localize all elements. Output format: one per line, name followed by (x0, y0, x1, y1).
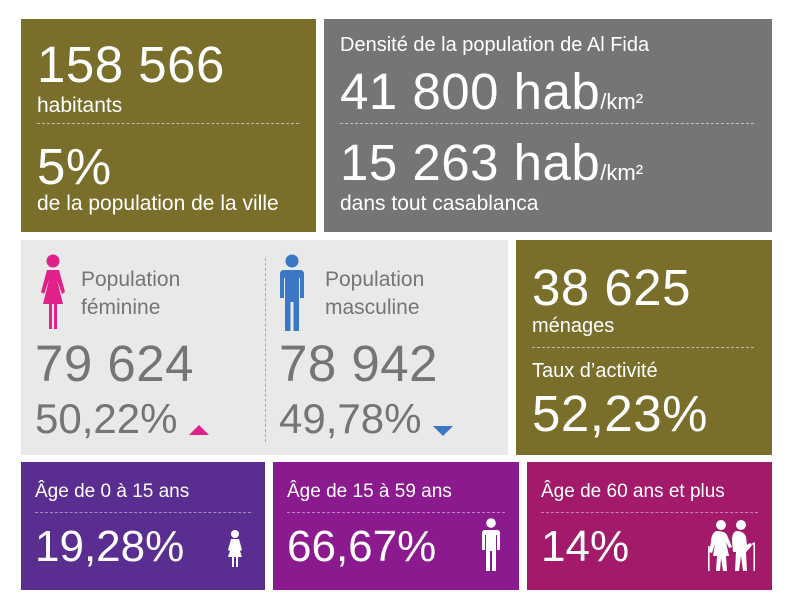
activity-label: Taux d’activité (532, 360, 658, 382)
male-label-line2: masculine (325, 296, 420, 319)
density-title: Densité de la population de Al Fida (340, 34, 650, 56)
age-panel-60-plus: Âge de 60 ans et plus 14% (527, 462, 772, 590)
households-count-label: ménages (532, 315, 615, 337)
age-divider (541, 512, 758, 513)
households-count: 38 625 (532, 259, 691, 316)
male-icon (277, 254, 307, 337)
age-panel-15-59: Âge de 15 à 59 ans 66,67% (273, 462, 519, 590)
age-divider (287, 512, 505, 513)
population-count-label: habitants (37, 94, 123, 117)
density-panel: Densité de la population de Al Fida 41 8… (324, 19, 772, 232)
density-divider (340, 123, 754, 124)
population-divider (37, 123, 299, 124)
density-local: 41 800 hab/km² (340, 66, 643, 117)
activity-rate: 52,23% (532, 385, 708, 442)
households-panel: 38 625 ménages Taux d’activité 52,23% (516, 240, 772, 455)
adult-icon (480, 518, 502, 577)
male-count: 78 942 (279, 335, 438, 392)
population-share: 5% (37, 138, 112, 195)
age-percent: 19,28% (35, 522, 185, 571)
gender-panel: Population féminine 79 624 50,22% Popula… (21, 240, 508, 455)
population-panel: 158 566 habitants 5% de la population de… (21, 19, 316, 232)
density-city-unit: /km² (600, 160, 644, 185)
age-label: Âge de 15 à 59 ans (287, 481, 452, 502)
female-label-line2: féminine (81, 296, 161, 319)
gender-divider (265, 258, 266, 442)
age-percent: 14% (541, 522, 630, 571)
female-label-line1: Population (81, 268, 181, 291)
female-count: 79 624 (35, 335, 194, 392)
population-share-label: de la population de la ville (37, 192, 279, 215)
elderly-couple-icon (707, 518, 759, 577)
age-label: Âge de 0 à 15 ans (35, 481, 190, 502)
age-label: Âge de 60 ans et plus (541, 481, 725, 502)
age-panel-0-15: Âge de 0 à 15 ans 19,28% (21, 462, 265, 590)
density-local-unit: /km² (600, 89, 644, 114)
density-local-value: 41 800 hab (340, 63, 601, 120)
trend-down-icon (433, 426, 453, 436)
density-city-value: 15 263 hab (340, 134, 601, 191)
households-divider (532, 347, 754, 348)
density-city: 15 263 hab/km² (340, 137, 643, 188)
female-percent: 50,22% (35, 395, 178, 442)
density-city-label: dans tout casablanca (340, 192, 539, 215)
trend-up-icon (189, 425, 209, 435)
population-count: 158 566 (37, 36, 225, 93)
male-percent: 49,78% (279, 395, 422, 442)
age-percent: 66,67% (287, 522, 437, 571)
child-icon (226, 530, 244, 573)
age-divider (35, 512, 251, 513)
male-label-line1: Population (325, 268, 425, 291)
female-icon (38, 254, 68, 335)
